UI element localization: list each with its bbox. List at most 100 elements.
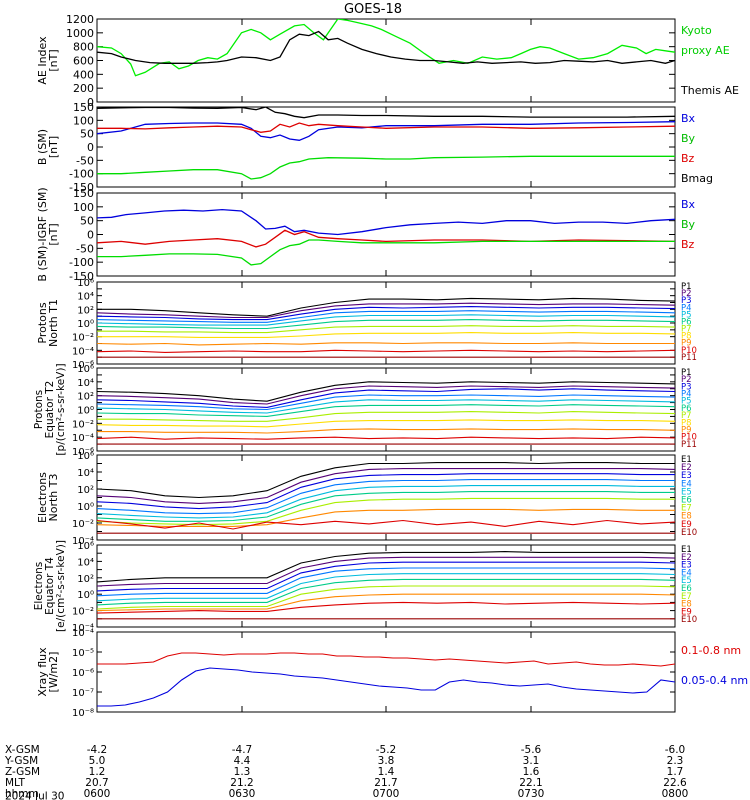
y-tick-label: 10⁻⁸	[72, 708, 94, 719]
legend-item-p10: P10	[681, 346, 697, 356]
y-axis-label-line: Electrons	[33, 562, 45, 611]
legend-bsm_igrf: Bx By Bz	[681, 198, 696, 251]
y-tick-label: 10²	[77, 305, 94, 316]
x-row-value: 22.1	[519, 777, 542, 789]
legend-item-proxy-ae: proxy AE	[681, 44, 730, 57]
legend-item-p1: P1	[681, 282, 692, 292]
series-line-bz	[97, 229, 675, 248]
x-row-value: 3.1	[523, 755, 540, 767]
legend-item-e2: E2	[681, 553, 692, 563]
legend-item-by: By	[681, 132, 696, 145]
legend-item-e6: E6	[681, 584, 692, 594]
series-line-e6	[97, 578, 675, 606]
y-tick-label: 10⁻⁴	[72, 346, 94, 357]
x-row-value: -4.2	[87, 744, 108, 756]
x-row-value: -4.7	[232, 744, 253, 756]
series-group-p_equator_t2	[97, 381, 675, 445]
legend-item-themis-ae: Themis AE	[680, 84, 739, 97]
y-tick-label: -100	[69, 256, 94, 269]
legend-item-e6: E6	[681, 496, 692, 506]
y-tick-label: -150	[69, 181, 94, 194]
y-tick-label: -100	[69, 168, 94, 181]
series-line-themis-ae	[97, 30, 675, 64]
x-row-label-x-gsm: X-GSM	[5, 744, 40, 756]
y-tick-label: 0	[87, 141, 94, 154]
series-line-p10	[97, 349, 675, 353]
series-line-e4	[97, 567, 675, 597]
legend-item-p4: P4	[681, 390, 692, 400]
legend-item-e5: E5	[681, 487, 692, 497]
y-tick-label: 10⁶	[77, 541, 94, 552]
y-tick-label: 10⁻⁶	[72, 447, 94, 458]
y-axis-label-line: Equator T4	[44, 557, 56, 615]
y-axis-label-line: [nT]	[47, 223, 60, 245]
x-row-value: 0730	[518, 788, 545, 800]
series-line-by	[97, 155, 675, 180]
y-tick-label: 200	[73, 82, 94, 95]
y-axis-label-line: [nT]	[47, 136, 60, 158]
x-row-label-z-gsm: Z-GSM	[5, 766, 40, 778]
x-row-label-mlt: MLT	[5, 777, 25, 789]
series-line-e9	[97, 519, 675, 530]
x-row-value: 0700	[373, 788, 400, 800]
y-tick-label: -50	[76, 242, 94, 255]
legend-item-e2: E2	[681, 463, 692, 473]
x-row-value: 22.6	[663, 777, 687, 789]
y-axis-label-line: [nT]	[47, 49, 60, 71]
legend-item-e7: E7	[681, 504, 692, 514]
legend-bsm: Bx By Bz Bmag	[681, 112, 713, 185]
legend-item-p10: P10	[681, 433, 697, 443]
series-line-e2	[97, 468, 675, 504]
legend-item-e3: E3	[681, 471, 692, 481]
series-group-p_north_t1	[97, 297, 675, 358]
y-tick-label: 10⁻⁶	[72, 360, 94, 371]
series-line-p10	[97, 436, 675, 440]
x-row-value: 20.7	[85, 777, 108, 789]
x-row-value: 3.8	[378, 755, 395, 767]
y-tick-label: 50	[80, 128, 94, 141]
series-line-p8	[97, 332, 675, 338]
y-tick-label: 10⁻⁴	[72, 433, 94, 444]
y-tick-label: 10⁻²	[72, 607, 94, 618]
legend-item-e8: E8	[681, 600, 692, 610]
y-axis-label-line: B (SM)	[36, 129, 49, 165]
y-tick-label: 10⁰	[77, 502, 94, 513]
series-line-e1	[97, 551, 675, 583]
legend-item-e1: E1	[681, 545, 692, 555]
x-row-value: 0630	[229, 788, 256, 800]
y-tick-label: 10⁴	[77, 378, 94, 389]
series-line-e7	[97, 497, 675, 526]
y-tick-label: -150	[69, 270, 94, 283]
series-line-p3	[97, 306, 675, 321]
series-line-p1	[97, 297, 675, 317]
series-line-p2	[97, 385, 675, 405]
legend-item-e7: E7	[681, 592, 692, 602]
y-tick-label: 150	[73, 101, 94, 114]
y-tick-label: 10⁰	[77, 590, 94, 601]
legend-item-p8: P8	[681, 332, 692, 342]
x-row-value: 1.6	[523, 766, 540, 778]
series-line-p9	[97, 342, 675, 346]
x-row-label-hhmm: hhmm	[5, 788, 39, 800]
series-line-p5	[97, 314, 675, 326]
legend-item-bz: Bz	[681, 238, 695, 251]
y-tick-label: 1200	[66, 13, 94, 26]
series-line-e5	[97, 485, 675, 519]
series-group-xray	[97, 652, 675, 707]
legend-item-e10: E10	[681, 615, 697, 625]
series-group-bsm_igrf	[97, 208, 675, 266]
series-group-e_north_t3	[97, 462, 675, 534]
legend-item-p6: P6	[681, 317, 692, 327]
x-axis-table: X-GSM -4.2 -4.7 -5.2 -5.6 -6.0 Y-GSM 5.0 4.4 3.8 3…	[4, 744, 688, 800]
y-tick-label: 800	[73, 41, 94, 54]
legend-item-p9: P9	[681, 425, 692, 435]
x-row-value: 2.3	[667, 755, 684, 767]
legend-item-p2: P2	[681, 289, 692, 299]
x-row-value: 5.0	[89, 755, 106, 767]
series-line-0-05-0-4-nm	[97, 667, 675, 707]
series-line-p1	[97, 381, 675, 402]
